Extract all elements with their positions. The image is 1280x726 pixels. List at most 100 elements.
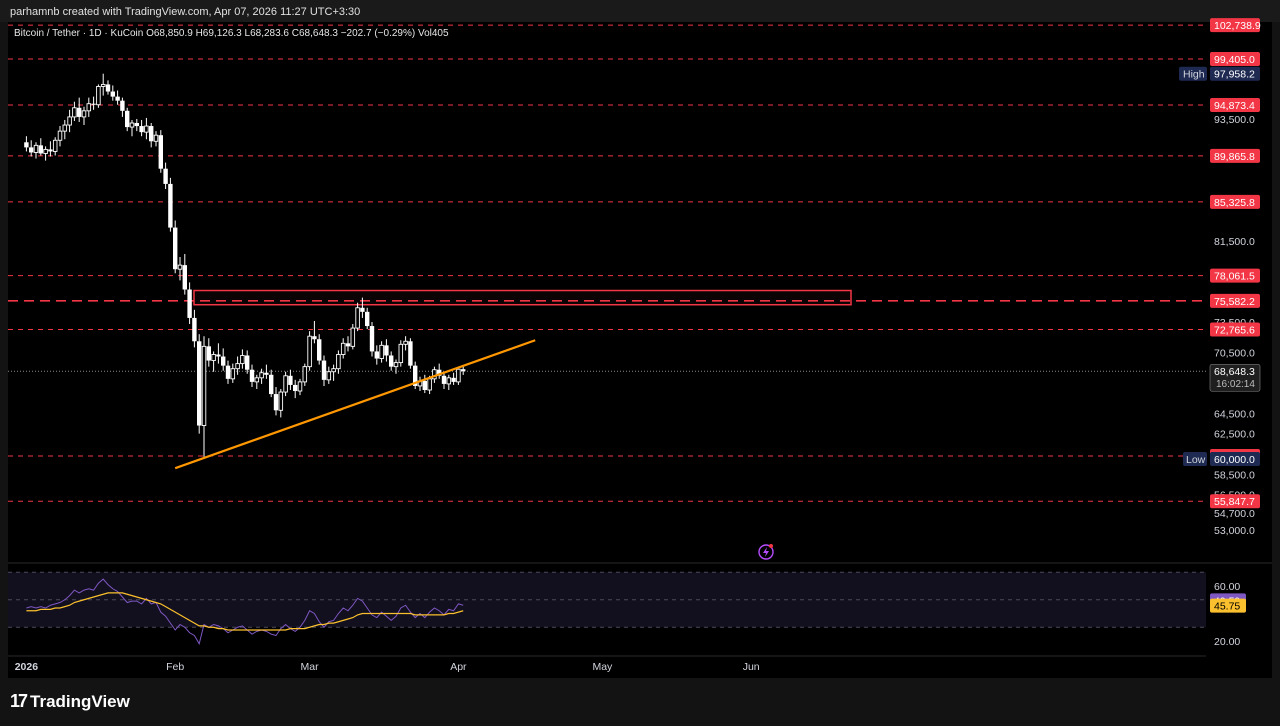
candle-body-up <box>62 124 68 132</box>
low-value-badge: 60,000.0 <box>1214 454 1255 466</box>
candle-body-down <box>369 326 375 352</box>
rsi-tick-label: 20.00 <box>1214 636 1240 648</box>
candle-body-down <box>182 265 187 290</box>
rsi-ma-value-badge: 45.75 <box>1214 601 1240 613</box>
candle-body-up <box>427 378 432 391</box>
candle-body-down <box>110 91 115 97</box>
level-badge: 55,847.7 <box>1214 496 1255 508</box>
current-price-badge: 68,648.3 <box>1214 366 1255 378</box>
high-value-badge: 97,958.2 <box>1214 69 1255 81</box>
candle-body-down <box>374 351 379 359</box>
current-price-badge-bg <box>1209 363 1261 392</box>
candle-body-up <box>403 340 408 345</box>
candle-body-up <box>57 130 63 141</box>
candle-body-up <box>297 381 303 392</box>
level-badge: 94,873.4 <box>1214 100 1255 112</box>
time-tick-label: Mar <box>301 661 320 673</box>
candle-body-down <box>48 149 53 152</box>
level-badge-bg <box>1210 322 1260 337</box>
candle-body-up <box>254 377 260 383</box>
alert-dot-icon <box>769 544 773 548</box>
level-badge-bg <box>1210 52 1260 66</box>
candle-body-down <box>216 354 221 357</box>
brand-name: TradingView <box>30 691 130 711</box>
candle-body-up <box>331 368 336 373</box>
level-badge: 78,061.5 <box>1214 271 1255 283</box>
resistance-zone <box>193 289 852 306</box>
candle-body-up <box>456 368 461 383</box>
candle-body-down <box>384 345 389 356</box>
candle-body-down <box>115 96 120 101</box>
price-tick-label: 81,500.0 <box>1214 236 1255 248</box>
rsi-line <box>26 578 464 646</box>
candle-body-up <box>326 371 332 381</box>
candle-body-down <box>125 110 130 128</box>
candle-body-up <box>379 344 384 359</box>
level-badge: 75,582.2 <box>1214 296 1255 308</box>
time-tick-label: May <box>592 661 613 673</box>
candle-body-down <box>249 369 255 382</box>
level-badge-bg <box>1210 98 1260 113</box>
price-tick-label: 64,500.0 <box>1214 408 1255 420</box>
candle-body-up <box>446 377 452 385</box>
candle-body-up <box>43 148 48 154</box>
candle-body-down <box>273 394 279 411</box>
price-tick-label: 70,500.0 <box>1214 347 1255 359</box>
candle-body-up <box>201 345 207 426</box>
candle-body-up <box>67 116 72 126</box>
candle-body-up <box>211 354 216 362</box>
candle-body-up <box>144 125 149 133</box>
alert-bolt-icon <box>763 547 769 557</box>
candle-body-up <box>129 122 135 128</box>
candle-body-down <box>408 341 413 366</box>
candle-body-down <box>288 375 293 385</box>
level-badge-bg <box>1210 148 1260 163</box>
candle-body-down <box>105 84 111 92</box>
candle-body-down <box>422 380 427 391</box>
candle-body-up <box>240 355 245 365</box>
candle-body-down <box>389 355 394 367</box>
candle-body-down <box>245 355 250 370</box>
tradingview-logo: 17 TradingView <box>10 691 130 712</box>
price-tick-label: 93,500.0 <box>1214 114 1255 126</box>
candle-body-up <box>340 342 346 355</box>
candle-body-down <box>321 360 327 380</box>
candle-body-down <box>120 100 125 111</box>
candle-body-up <box>350 327 356 347</box>
price-tick-label: 62,500.0 <box>1214 429 1255 441</box>
level-badge: 102,738.9 <box>1214 20 1261 32</box>
time-tick-label: Feb <box>166 661 184 673</box>
level-badge-bg <box>1210 268 1260 283</box>
low-tag: Low <box>1186 454 1206 466</box>
candle-body-up <box>230 368 236 380</box>
candle-body-down <box>365 311 370 327</box>
credit-bar: parhamnb created with TradingView.com, A… <box>0 0 1280 22</box>
candle-body-down <box>225 365 231 379</box>
candle-body-down <box>192 317 197 342</box>
level-badge: 85,325.8 <box>1214 197 1255 209</box>
rsi-ma-line <box>26 592 464 631</box>
candle-body-down <box>317 339 322 361</box>
candle-body-up <box>259 372 264 379</box>
level-badge-bg <box>1210 293 1260 308</box>
candle-body-down <box>149 126 154 142</box>
candle-body-down <box>451 377 456 382</box>
candle-body-up <box>33 144 39 153</box>
price-axis[interactable] <box>1206 22 1272 678</box>
candle-body-up <box>307 335 312 368</box>
level-badge: 89,865.8 <box>1214 151 1255 163</box>
price-tick-label: 53,000.0 <box>1214 525 1255 537</box>
candle-body-down <box>29 147 34 153</box>
level-badge-bg <box>1210 18 1260 33</box>
candle-body-down <box>168 183 173 228</box>
candle-body-down <box>264 372 269 375</box>
low-value-badge-bg <box>1210 452 1260 467</box>
candle-body-down <box>24 142 29 148</box>
candle-body-up <box>52 139 58 152</box>
candle-body-down <box>293 384 298 392</box>
candle-body-down <box>345 343 351 347</box>
candle-body-down <box>441 375 447 384</box>
time-tick-label: Apr <box>450 661 467 673</box>
level-badge: 99,405.0 <box>1214 54 1255 66</box>
